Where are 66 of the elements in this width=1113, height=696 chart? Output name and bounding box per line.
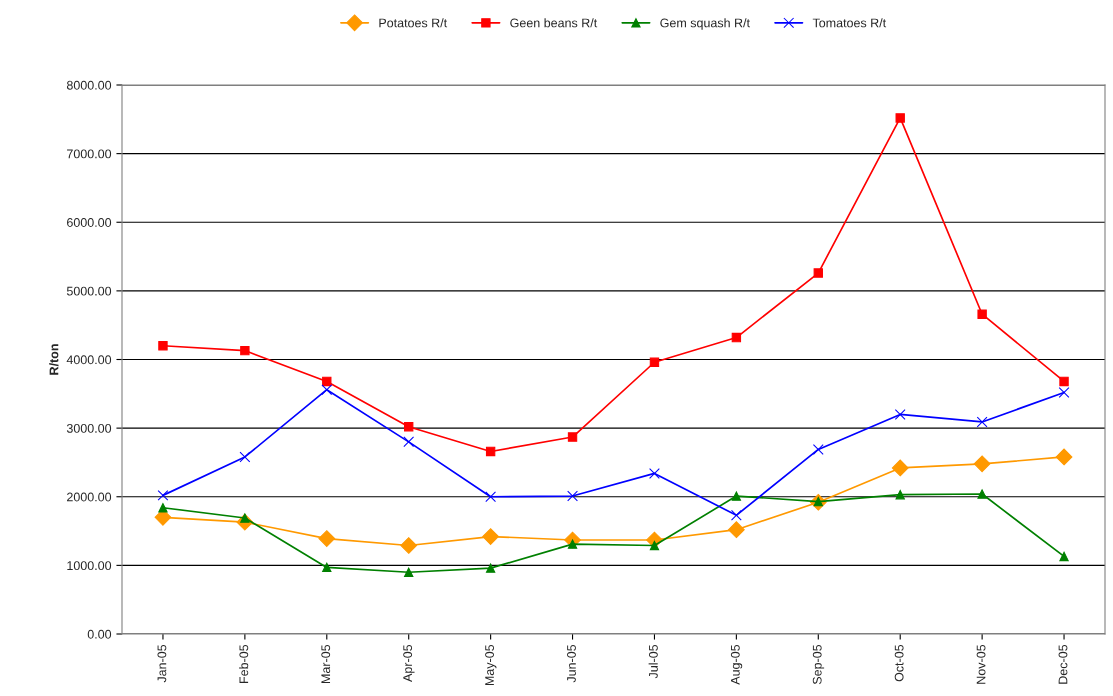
x-tick-label: Oct-05 <box>894 644 904 682</box>
point <box>1058 387 1070 398</box>
y-tick-label: 6000.00 <box>67 218 112 227</box>
point <box>973 455 991 473</box>
point <box>1059 376 1069 387</box>
point <box>977 489 987 499</box>
point <box>976 416 988 428</box>
x-tick-label: Dec-05 <box>1058 644 1068 684</box>
y-tick-label: 0.00 <box>87 629 112 639</box>
point <box>482 528 499 545</box>
x-tick-label: Sep-05 <box>812 644 825 685</box>
x-tick-label: Nov-05 <box>976 644 986 684</box>
x-tick-label: Jun-05 <box>567 644 576 683</box>
point <box>895 490 905 500</box>
legend-label: Geen beans R/t <box>510 18 598 28</box>
point <box>977 309 987 319</box>
point <box>485 491 497 503</box>
point <box>649 357 660 367</box>
point <box>891 459 909 477</box>
point <box>895 113 905 123</box>
y-tick-label: 5000.00 <box>66 286 112 296</box>
point <box>812 444 824 455</box>
y-tick-label: 1000.00 <box>67 561 112 571</box>
point <box>404 567 414 577</box>
y-tick-label: 2000.00 <box>67 492 112 502</box>
point <box>400 537 418 554</box>
x-tick-label: Jan-05 <box>157 644 167 683</box>
point <box>894 409 906 420</box>
point <box>404 422 414 432</box>
point <box>731 491 742 501</box>
point <box>1059 551 1069 562</box>
legend-label: Potatoes R/t <box>379 18 448 28</box>
y-tick-label: 4000.00 <box>66 355 112 365</box>
y-tick-label: 7000.00 <box>67 149 112 159</box>
point <box>728 521 745 539</box>
y-tick-label: 3000.00 <box>66 423 112 433</box>
point <box>649 468 660 479</box>
point <box>485 563 496 573</box>
point <box>322 376 332 387</box>
point <box>813 268 823 278</box>
x-tick-label: Feb-05 <box>239 644 249 683</box>
x-tick-label: Aug-05 <box>730 644 743 685</box>
point <box>403 436 415 448</box>
y-axis-title: R/ton <box>49 344 59 375</box>
point <box>1055 448 1073 466</box>
point <box>239 451 251 463</box>
point <box>567 490 578 502</box>
x-tick-label: Jul-05 <box>648 644 658 679</box>
point <box>649 540 660 551</box>
x-tick-label: May-05 <box>485 644 497 686</box>
point <box>730 509 742 521</box>
point <box>322 562 332 573</box>
point <box>731 332 742 343</box>
point <box>318 530 336 547</box>
legend-label: Gem squash R/t <box>660 18 750 30</box>
x-tick-label: Apr-05 <box>403 644 415 682</box>
point <box>240 345 250 356</box>
point <box>158 503 168 513</box>
point <box>567 432 578 442</box>
point <box>158 341 168 351</box>
y-tick-label: 8000.00 <box>66 80 112 90</box>
x-tick-label: Mar-05 <box>321 644 331 683</box>
legend-label: Tomatoes R/t <box>812 18 887 28</box>
point <box>157 490 169 501</box>
point <box>321 384 333 396</box>
point <box>485 446 496 457</box>
